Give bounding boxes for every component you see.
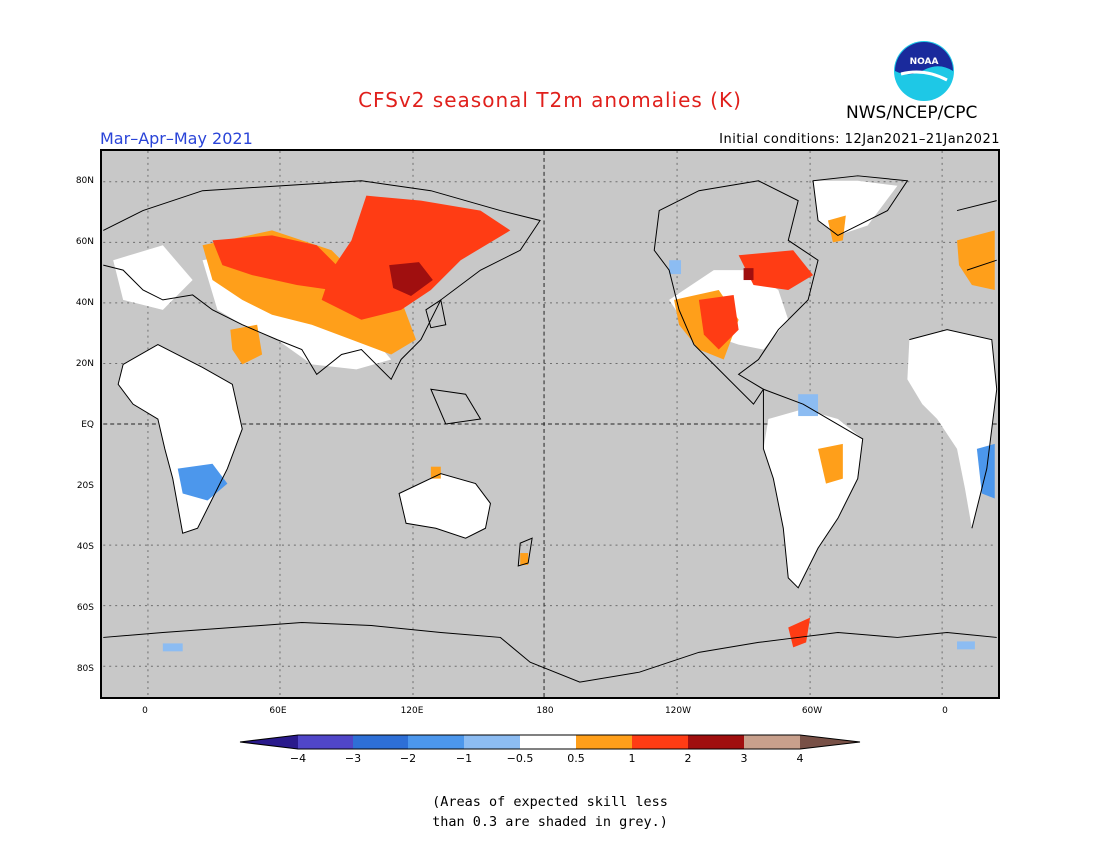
colorbar-segment <box>576 735 632 749</box>
asia-islands-coast <box>425 299 482 425</box>
coastlines <box>103 175 998 683</box>
equator-dateline <box>103 151 997 697</box>
lat-tick: 80N <box>75 176 94 186</box>
warm-2k-areas <box>212 195 814 648</box>
lon-tick: 60E <box>269 706 287 716</box>
lon-tick: 0 <box>942 706 948 716</box>
antarctic-east-weak-cool <box>957 641 975 650</box>
northeast-china-hot <box>389 262 433 296</box>
colorbar-label: −0.5 <box>506 752 534 765</box>
colorbar-label: −1 <box>455 752 473 765</box>
africa-coast <box>117 344 243 534</box>
north-america-coast <box>653 180 819 405</box>
svg-text:NOAA: NOAA <box>910 57 939 67</box>
colorbar-segment <box>240 735 298 749</box>
chart-title: CFSv2 seasonal T2m anomalies (K) <box>358 88 742 112</box>
lon-tick: 120W <box>664 706 692 716</box>
greenland-coast <box>812 175 909 236</box>
season-label: Mar–Apr–May 2021 <box>100 129 253 148</box>
weak-cool-areas <box>162 260 975 652</box>
colorbar-label: 2 <box>684 752 692 765</box>
europe-east-coast <box>956 200 997 271</box>
colorbar-label: 0.5 <box>567 752 585 765</box>
graticule <box>103 151 997 697</box>
colorbar-segment <box>688 735 744 749</box>
map-canvas <box>103 151 998 697</box>
canada-hot <box>743 268 754 281</box>
colorbar-segment <box>800 735 860 749</box>
lat-tick: 60N <box>75 237 94 247</box>
colorbar-label: 1 <box>628 752 636 765</box>
europe-white <box>113 245 193 310</box>
cool-anomaly-areas <box>177 443 995 501</box>
siberia-mongolia-warm <box>321 195 511 320</box>
pacific-nw-weak-cool <box>669 260 682 275</box>
colorbar-segment <box>744 735 800 749</box>
new-zealand-coast <box>517 537 533 567</box>
africa-white <box>118 344 243 534</box>
colorbar-label: 3 <box>740 752 748 765</box>
new-zealand-warm <box>520 553 529 565</box>
antarctic-peninsula-warm <box>788 617 811 648</box>
africa-east-white <box>907 329 997 529</box>
colorbar <box>239 734 861 750</box>
lat-tick: 60S <box>76 603 94 613</box>
skill-note-line1: (Areas of expected skill less <box>432 794 668 810</box>
australia-coast <box>398 473 491 539</box>
europe-east-warm <box>957 230 995 290</box>
lat-tick: EQ <box>81 420 94 430</box>
skill-note-line2: than 0.3 are shaded in grey.) <box>432 814 668 830</box>
colorbar-label: −4 <box>289 752 307 765</box>
lat-tick: 40N <box>75 298 94 308</box>
lon-tick: 0 <box>142 706 148 716</box>
colorbar-label: −3 <box>344 752 362 765</box>
warm-3k-areas <box>389 262 754 296</box>
colorbar-label: −2 <box>399 752 417 765</box>
central-us-warm <box>698 294 739 350</box>
brazil-warm <box>818 443 843 484</box>
lon-tick: 60W <box>801 706 823 716</box>
australia-white <box>399 473 491 539</box>
south-america-coast <box>762 388 864 589</box>
agency-label: NWS/NCEP/CPC <box>846 103 978 123</box>
colorbar-segment <box>464 735 520 749</box>
skill-note: (Areas of expected skill less than 0.3 a… <box>0 792 1100 832</box>
anomaly-map <box>100 149 1000 699</box>
amazon-weak-cool <box>798 394 819 417</box>
colorbar-segment <box>298 735 353 749</box>
southern-africa-cool <box>177 463 228 501</box>
eurasia-coast <box>103 180 541 381</box>
colorbar-segment <box>408 735 464 749</box>
greenland-warm <box>827 215 846 243</box>
antarctic-weak-cool <box>162 643 183 652</box>
africa-east-coast <box>909 329 998 529</box>
antarctica-coast <box>103 622 997 683</box>
russia-kazakhstan-warm <box>212 235 342 290</box>
arabia-warm <box>230 324 263 365</box>
colorbar-segment <box>632 735 688 749</box>
eastern-canada-warm <box>738 250 814 290</box>
initial-conditions-label: Initial conditions: 12Jan2021–21Jan2021 <box>719 132 1000 147</box>
noaa-logo-icon: NOAA <box>894 41 954 101</box>
australia-north-warm <box>430 466 441 479</box>
noaa-logo: NOAA <box>893 40 955 102</box>
colorbar-segment <box>520 735 576 749</box>
lat-tick: 20N <box>75 359 94 369</box>
lat-tick: 80S <box>76 664 94 674</box>
lat-tick: 20S <box>76 481 94 491</box>
colorbar-label: 4 <box>796 752 804 765</box>
lon-tick: 180 <box>536 706 554 716</box>
lon-tick: 120E <box>400 706 424 716</box>
colorbar-segment <box>353 735 408 749</box>
lat-tick: 40S <box>76 542 94 552</box>
